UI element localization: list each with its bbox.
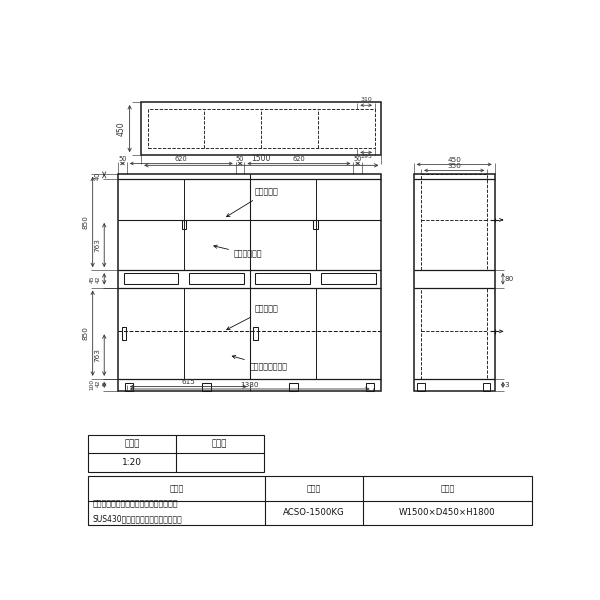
Text: 45
42: 45 42 [90,275,101,283]
Bar [141,102,382,155]
Bar [122,326,127,340]
Text: 310: 310 [360,97,372,102]
Text: 50: 50 [118,155,127,161]
Text: SUS430　　　　　　　上部ガラス戸: SUS430 上部ガラス戸 [92,514,182,523]
Text: 450: 450 [117,121,126,136]
Text: ステンレス引遠戸: ステンレス引遠戸 [232,355,288,371]
Text: 80: 80 [505,276,514,282]
Bar [421,173,487,270]
Text: 3: 3 [505,382,509,388]
Text: 上下自在棚: 上下自在棚 [227,304,279,329]
Text: 50: 50 [236,155,244,161]
Text: 850: 850 [83,215,89,229]
Bar [321,274,376,284]
Bar [313,220,318,229]
Bar [421,287,487,379]
Text: 620: 620 [175,155,188,161]
Text: 寸　法: 寸 法 [440,484,454,493]
Text: 40: 40 [95,172,101,181]
Bar [125,383,133,391]
Text: 型　式: 型 式 [307,484,322,493]
Text: ACSO-1500KG: ACSO-1500KG [283,508,345,517]
Bar [88,476,532,525]
Text: ガラス引遠戸: ガラス引遠戸 [214,245,262,259]
Bar [190,274,244,284]
Bar [88,434,263,472]
Bar [255,274,310,284]
Text: 1500: 1500 [251,154,271,163]
Text: 350: 350 [447,163,461,169]
Bar [148,109,375,148]
Bar [418,383,425,391]
Bar [414,173,494,391]
Text: 尺　度: 尺 度 [124,439,140,448]
Text: 品　名: 品 名 [170,484,184,493]
Bar [182,220,186,229]
Bar [366,383,374,391]
Text: 450: 450 [447,157,461,163]
Bar [482,383,490,391]
Text: W1500×D450×H1800: W1500×D450×H1800 [399,508,496,517]
Bar [118,173,382,391]
Text: 保管庫（食器戸棚）　片面引出付引遠戸: 保管庫（食器戸棚） 片面引出付引遠戸 [92,500,178,509]
Text: 763: 763 [95,238,101,252]
Text: 上下自在棚: 上下自在棚 [227,187,279,217]
Text: 620: 620 [293,155,305,161]
Text: 1380: 1380 [241,382,259,388]
Text: 日　付: 日 付 [212,439,227,448]
Text: 1:20: 1:20 [122,458,142,467]
Text: 850: 850 [83,326,89,340]
Bar [202,383,211,391]
Text: 295: 295 [360,154,372,159]
Text: 100
42: 100 42 [90,379,101,391]
Text: 763: 763 [95,348,101,362]
Text: 50: 50 [353,155,362,161]
Bar [124,274,178,284]
Text: 615: 615 [181,379,195,385]
Bar [289,383,298,391]
Bar [253,326,258,340]
